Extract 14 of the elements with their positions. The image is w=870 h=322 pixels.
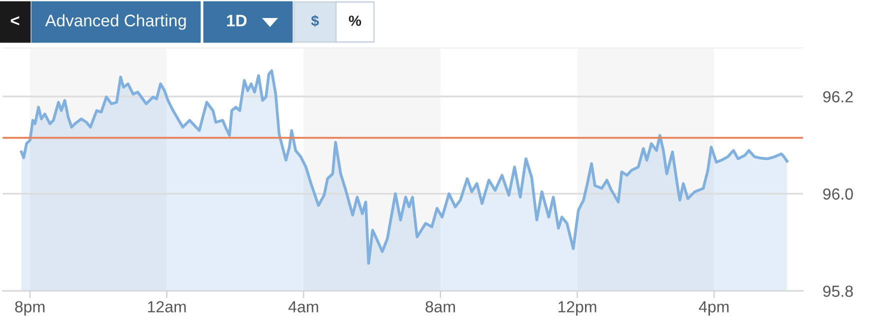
text: 1D [227, 14, 247, 26]
y-tick-label: 96.2 [823, 91, 853, 102]
y-tick-label: 96.0 [823, 188, 853, 200]
x-tick-label: 8am [426, 301, 455, 312]
x-tick-label: 12am [148, 301, 186, 312]
x-tick-label: 4pm [698, 301, 729, 316]
x-tick-label: 4am [288, 301, 318, 312]
y-tick-label: 95.8 [823, 286, 853, 297]
text: Advanced Charting [45, 14, 186, 30]
text: $ [311, 14, 319, 27]
text: % [348, 16, 362, 26]
x-tick-label: 12pm [558, 301, 596, 316]
x-tick-label: 8pm [15, 301, 44, 316]
text: < [10, 16, 20, 26]
